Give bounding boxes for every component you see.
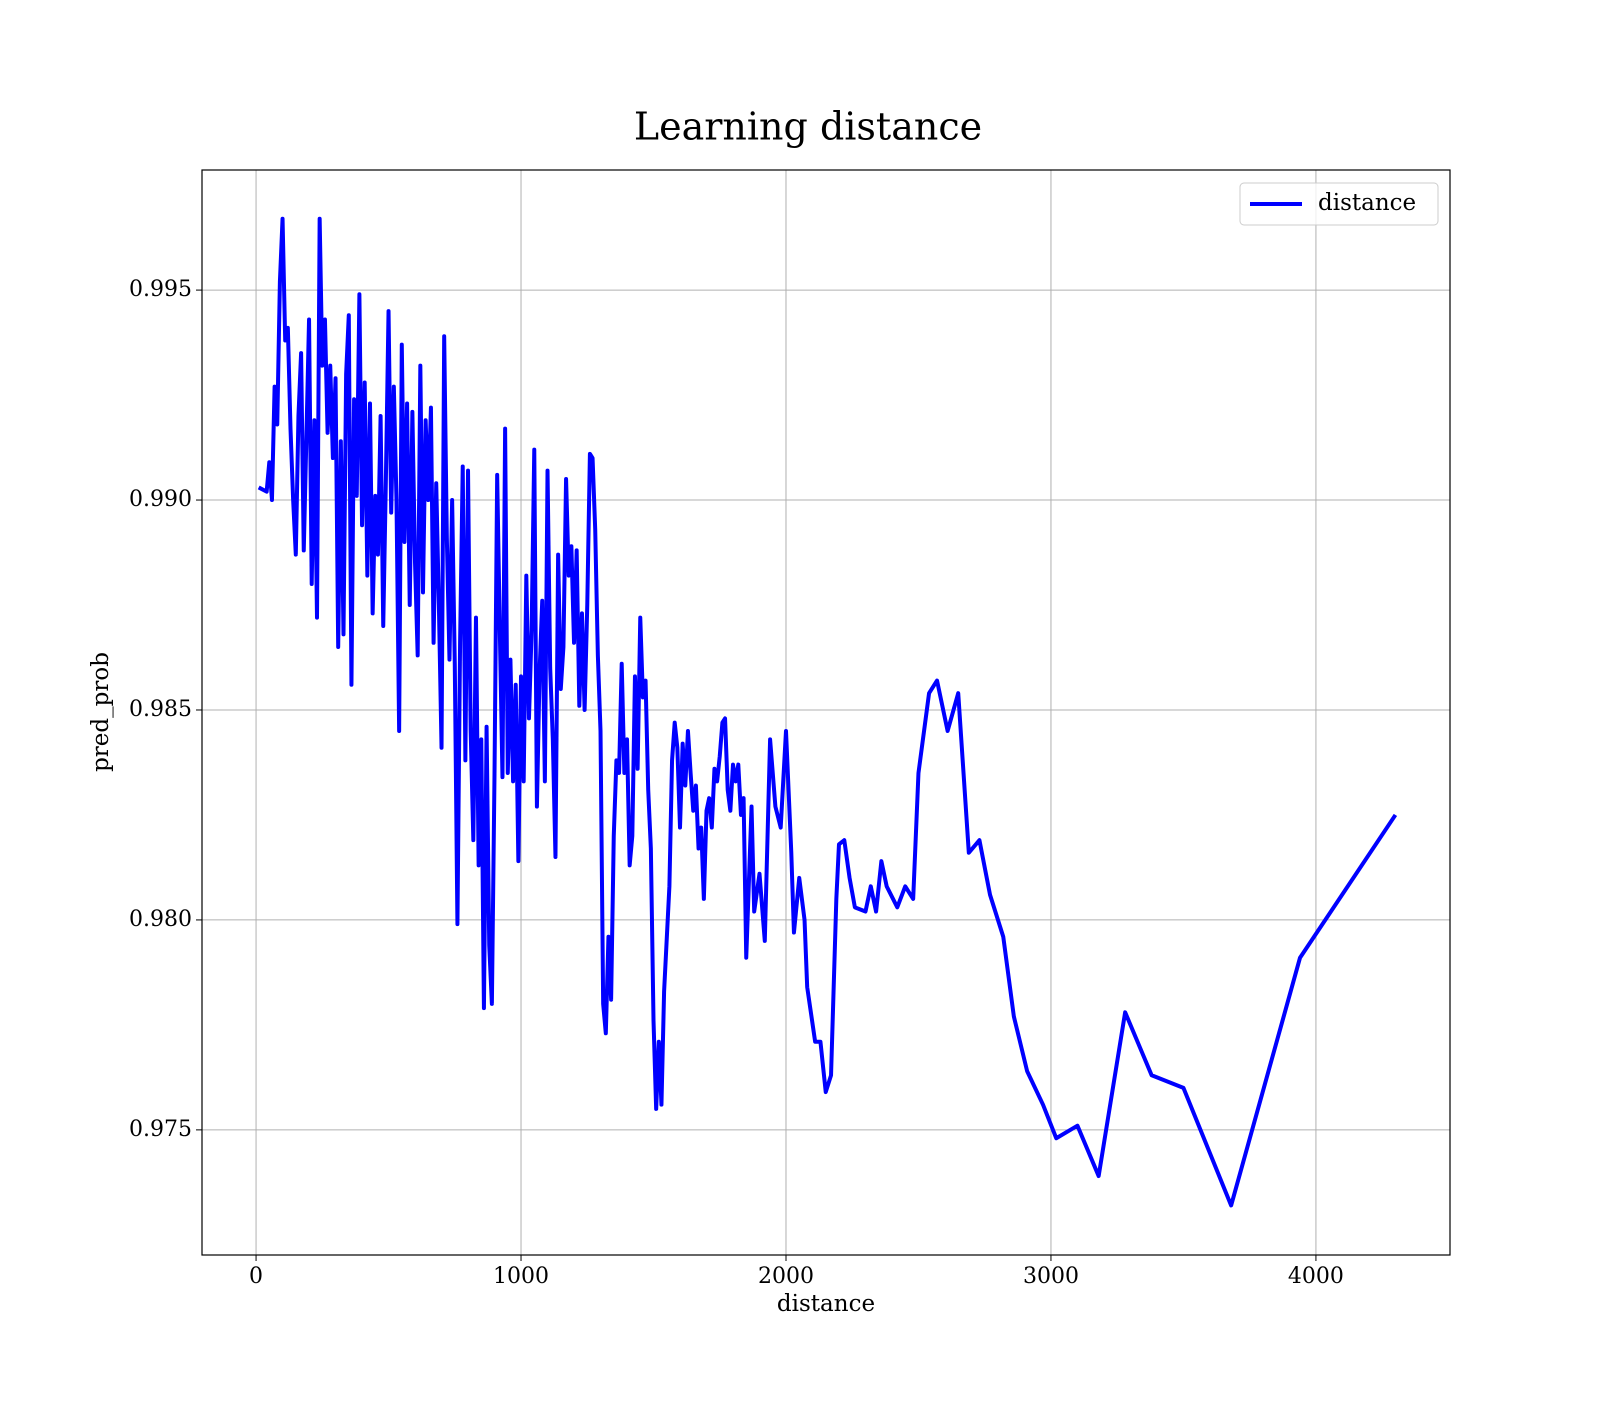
x-tick-label: 3000 bbox=[1023, 1264, 1079, 1289]
legend-box bbox=[1239, 182, 1439, 226]
y-axis-label: pred_prob bbox=[88, 652, 114, 772]
data-line bbox=[257, 216, 1398, 1208]
x-tick-label: 0 bbox=[249, 1264, 263, 1289]
x-axis-label: distance bbox=[777, 1291, 875, 1317]
chart-title: Learning distance bbox=[634, 105, 982, 149]
x-tick-label: 1000 bbox=[493, 1264, 549, 1289]
y-tick-label: 0.975 bbox=[129, 1117, 192, 1142]
legend-label: distance bbox=[1318, 190, 1416, 216]
x-tick-label: 2000 bbox=[758, 1264, 814, 1289]
y-tick-label: 0.990 bbox=[129, 487, 192, 512]
plot-frame bbox=[201, 169, 1451, 1256]
x-tick-label: 4000 bbox=[1288, 1264, 1344, 1289]
y-tick-label: 0.980 bbox=[129, 907, 192, 932]
y-tick-label: 0.985 bbox=[129, 697, 192, 722]
y-tick-label: 0.995 bbox=[129, 277, 192, 302]
